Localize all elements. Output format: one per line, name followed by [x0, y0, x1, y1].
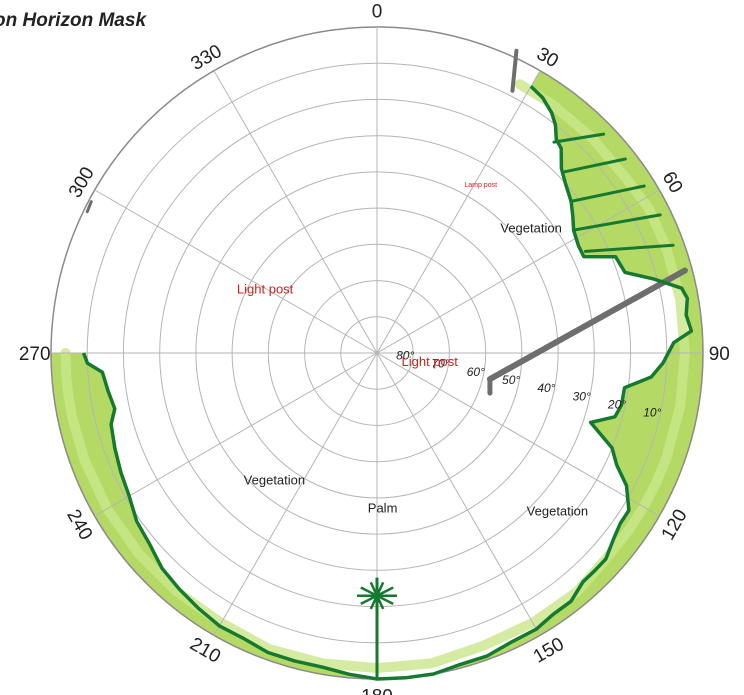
palm-frond [375, 595, 385, 610]
palm-frond [369, 595, 379, 610]
elevation-label: 20° [607, 397, 626, 411]
elevation-label: 70° [431, 357, 449, 371]
palm-frond [360, 594, 378, 606]
azimuth-label-300: 300 [65, 164, 99, 202]
annotation-label: Vegetation [500, 221, 561, 236]
azimuth-spoke [376, 189, 660, 354]
annotation-label: Light post [237, 282, 294, 297]
azimuth-spoke [94, 189, 378, 354]
azimuth-label-270: 270 [19, 344, 51, 365]
horizon-line-layer [81, 85, 694, 681]
azimuth-spoke [213, 352, 378, 636]
palm-frond [375, 581, 385, 597]
light-post-mark-left [85, 200, 93, 214]
azimuth-spoke [376, 352, 660, 517]
vegetation-branch [583, 243, 675, 253]
azimuth-label-30: 30 [533, 44, 562, 73]
chart-title: on Horizon Mask [0, 10, 147, 31]
elevation-label: 30° [573, 389, 591, 403]
azimuth-label-210: 210 [186, 634, 224, 668]
elevation-labels: 10° 20° 30° 40° 50° 60° 70° 80° [396, 349, 661, 420]
elevation-label: 40° [537, 381, 555, 395]
azimuth-spoke [376, 70, 541, 354]
vegetation-branch [552, 132, 606, 144]
azimuth-label-180: 180 [361, 686, 393, 695]
azimuth-label-150: 150 [530, 634, 568, 668]
palm-frond [376, 594, 394, 606]
azimuth-spoke [94, 352, 378, 517]
vegetation-fill-layer [51, 70, 703, 679]
light-post-obstruction [486, 267, 688, 383]
palm-frond [360, 586, 378, 597]
annotation-label: Lamp post [464, 182, 497, 189]
lamp-post-obstruction [510, 48, 519, 93]
annotation-label: Vegetation [244, 472, 305, 487]
horizon-line [81, 85, 694, 681]
elevation-label: 60° [467, 365, 485, 379]
vegetation-branch [563, 157, 627, 174]
annotation-label: Vegetation [527, 503, 588, 518]
annotations: Light post Light post Lamp post Vegetation V… [237, 182, 588, 518]
annotation-label: Light post [402, 354, 459, 369]
azimuth-label-90: 90 [709, 344, 730, 365]
palm-frond [369, 581, 379, 597]
palm-frond [376, 586, 394, 597]
vegetation-branch [569, 184, 646, 203]
elevation-label: 80° [396, 349, 414, 363]
azimuth-label-60: 60 [658, 168, 687, 197]
annotation-label: Palm [368, 500, 398, 515]
azimuth-spoke [376, 352, 541, 636]
elevation-label: 10° [643, 406, 661, 420]
azimuth-label-0: 0 [372, 2, 383, 23]
vegetation-branch [572, 213, 662, 232]
azimuth-label-330: 330 [188, 41, 226, 75]
azimuth-label-240: 240 [62, 506, 96, 544]
obstruction-layer [85, 48, 688, 396]
azimuth-spoke [213, 70, 378, 354]
azimuth-label-120: 120 [658, 506, 692, 544]
vegetation-band [60, 79, 690, 674]
elevation-label: 50° [502, 373, 520, 387]
